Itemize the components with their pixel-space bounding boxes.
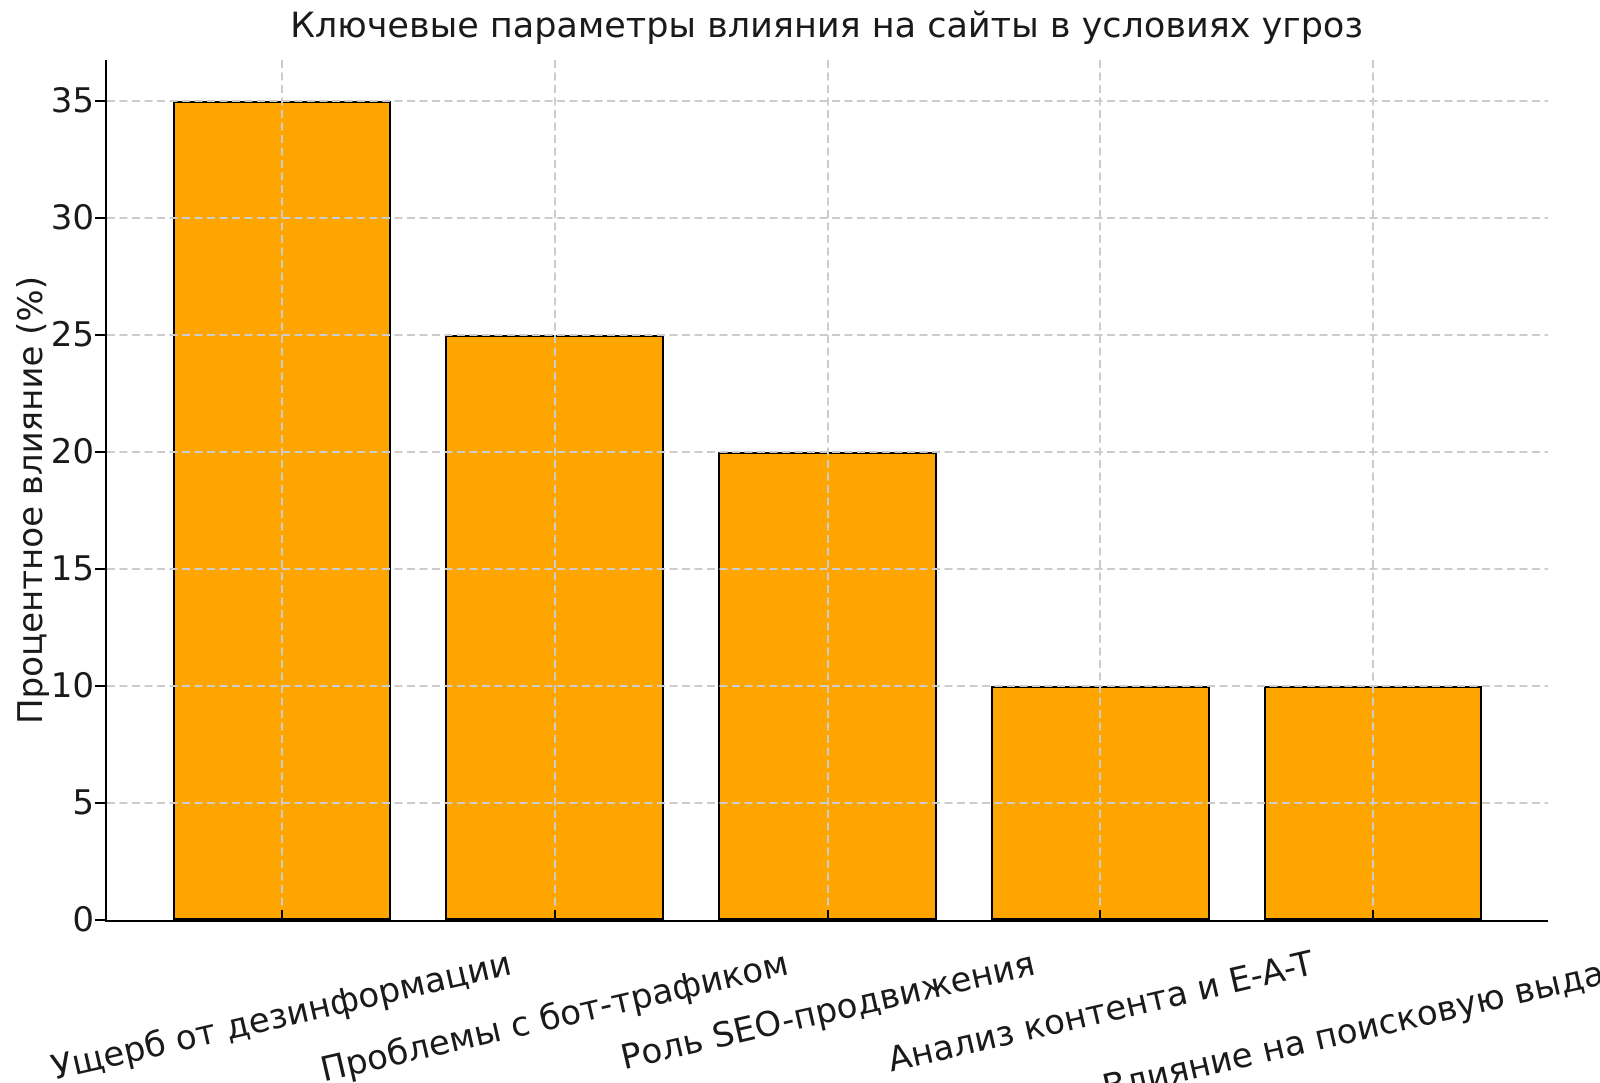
y-tick-label: 15 [50, 548, 94, 589]
plot-area [105, 60, 1548, 922]
y-tick-mark [95, 450, 105, 453]
y-tick-mark [95, 684, 105, 687]
v-gridline [826, 60, 829, 920]
v-gridline [280, 60, 283, 920]
y-tick-mark [95, 919, 105, 921]
y-tick-mark [95, 216, 105, 219]
x-tick-mark [553, 910, 556, 920]
v-gridline [1372, 60, 1375, 920]
y-tick-label: 35 [50, 80, 94, 121]
y-tick-label: 30 [50, 197, 94, 238]
y-tick-mark [95, 99, 105, 102]
y-tick-label: 0 [72, 900, 94, 940]
x-tick-mark [280, 910, 283, 920]
x-tick-mark [1099, 910, 1102, 920]
y-tick-mark [95, 801, 105, 804]
v-gridline [1099, 60, 1102, 920]
y-tick-label: 5 [72, 782, 94, 823]
x-tick-mark [1372, 910, 1375, 920]
x-tick-mark [826, 910, 829, 920]
y-tick-label: 10 [50, 665, 94, 706]
v-gridline [553, 60, 556, 920]
x-tick-label: Проблемы с бот-трафиком [316, 944, 793, 1083]
y-tick-label: 25 [50, 314, 94, 355]
chart-title: Ключевые параметры влияния на сайты в ус… [290, 6, 1363, 46]
y-tick-mark [95, 333, 105, 336]
y-tick-mark [95, 567, 105, 570]
y-tick-label: 20 [50, 431, 94, 472]
